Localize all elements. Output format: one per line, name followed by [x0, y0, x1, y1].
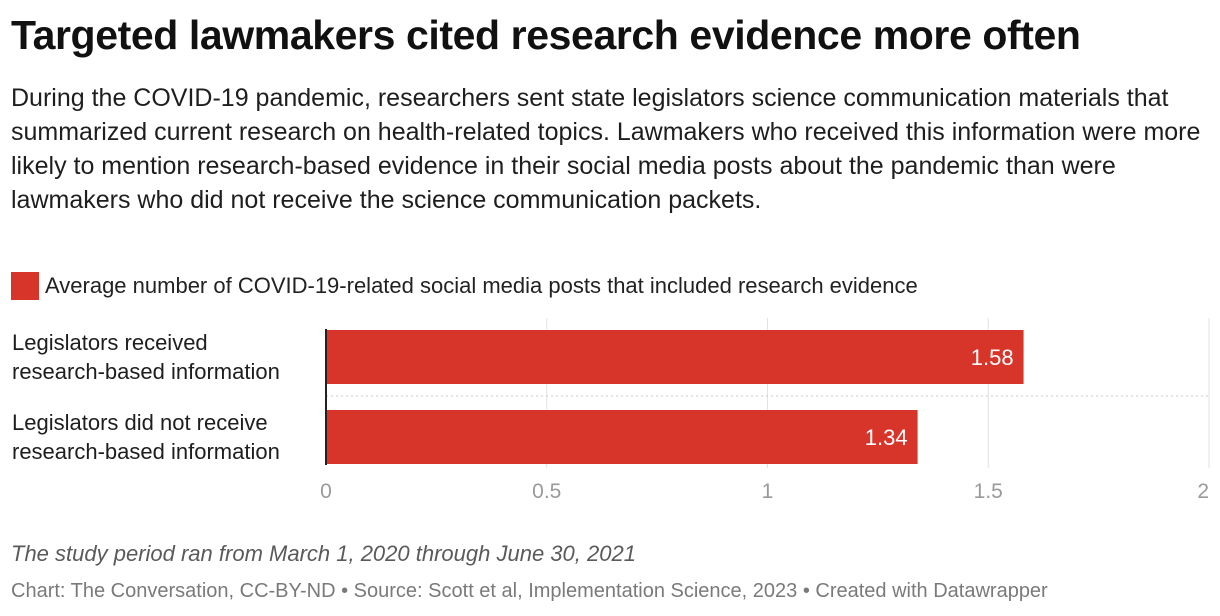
- category-label-1-1: research-based information: [12, 439, 280, 464]
- category-label-0-0: Legislators received: [12, 330, 208, 355]
- x-tick-label-0: 0: [320, 480, 332, 503]
- x-tick-label-3: 1.5: [974, 480, 1003, 503]
- x-tick-label-4: 2: [1197, 480, 1209, 503]
- chart-title: Targeted lawmakers cited research eviden…: [11, 12, 1081, 58]
- legend-label: Average number of COVID-19-related socia…: [45, 273, 918, 298]
- chart-credits: Chart: The Conversation, CC-BY-ND • Sour…: [11, 580, 1048, 602]
- legend-swatch: [11, 272, 39, 300]
- category-label-1-0: Legislators did not receive: [12, 410, 268, 435]
- bar-1: [326, 410, 918, 464]
- bar-chart: 1.58 1.34 Legislators received research-bas…: [12, 318, 1210, 503]
- x-tick-label-2: 1: [762, 480, 774, 503]
- x-tick-label-1: 0.5: [532, 480, 561, 503]
- chart-notes: The study period ran from March 1, 2020 …: [11, 541, 636, 566]
- bar-value-label-0: 1.58: [971, 345, 1014, 370]
- bar-value-label-1: 1.34: [865, 425, 908, 450]
- bar-0: [326, 330, 1024, 384]
- chart-description: During the COVID-19 pandemic, researcher…: [11, 84, 1201, 214]
- legend: Average number of COVID-19-related socia…: [11, 272, 918, 300]
- category-label-0-1: research-based information: [12, 359, 280, 384]
